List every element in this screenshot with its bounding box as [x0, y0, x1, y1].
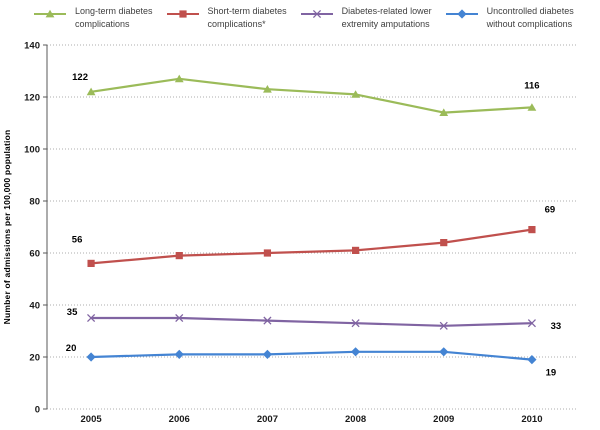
- triangle-marker-icon: [527, 103, 537, 111]
- series-line-0: [90, 77, 532, 114]
- legend-label-line: extremity amputations: [341, 19, 430, 29]
- triangle-marker-icon: [174, 74, 184, 83]
- diamond-marker-icon: [439, 347, 449, 357]
- triangle-marker-icon: [86, 87, 96, 96]
- y-tick-label: 80: [29, 197, 40, 208]
- triangle-marker-icon: [45, 9, 55, 18]
- diamond-marker-icon: [86, 352, 96, 362]
- data-label-last: 19: [546, 368, 557, 379]
- y-tick-label: 0: [35, 405, 40, 416]
- y-axis-title: Number of admissions per 100,000 populat…: [2, 130, 12, 325]
- legend-swatch-x-icon: [300, 9, 333, 19]
- legend-swatch-diamond-icon: [445, 9, 478, 19]
- diamond-marker-icon: [262, 349, 273, 359]
- chart-legend: Long-term diabetes complications Short-ter…: [33, 5, 587, 31]
- legend-swatch-square-icon: [166, 10, 199, 18]
- legend-item-3: Uncontrolled diabetes without complicatio…: [445, 5, 574, 31]
- legend-label-line: Uncontrolled diabetes: [486, 6, 574, 16]
- x-tick-label: 2010: [521, 414, 542, 425]
- data-label-first: 122: [72, 72, 88, 83]
- square-marker-icon: [440, 239, 448, 247]
- triangle-marker-icon: [263, 85, 272, 93]
- square-marker-icon: [178, 10, 187, 18]
- x-tick-label: 2007: [257, 414, 278, 425]
- diamond-marker-icon: [527, 355, 537, 365]
- square-marker-icon: [351, 246, 360, 254]
- x-marker-icon: [87, 313, 96, 323]
- series-line-3: [91, 350, 533, 361]
- x-marker-icon: [439, 321, 448, 330]
- x-marker-icon: [312, 9, 321, 19]
- y-tick-label: 100: [24, 145, 40, 156]
- x-marker-icon: [527, 319, 536, 328]
- x-tick-label: 2008: [345, 414, 366, 425]
- square-marker-icon: [263, 249, 272, 257]
- data-label-first: 35: [67, 307, 78, 318]
- square-marker-icon: [87, 259, 95, 267]
- data-label-first: 20: [66, 343, 77, 354]
- diamond-marker-icon: [457, 9, 467, 19]
- triangle-marker-icon: [351, 90, 360, 98]
- series-line-1: [90, 228, 533, 265]
- x-tick-label: 2009: [433, 414, 454, 425]
- x-marker-icon: [175, 313, 184, 323]
- y-tick-label: 120: [24, 93, 40, 104]
- y-tick-label: 40: [29, 301, 40, 312]
- square-marker-icon: [528, 226, 536, 234]
- square-marker-icon: [175, 252, 183, 260]
- legend-label-line: complications*: [207, 19, 266, 29]
- legend-item-1: Short-term diabetes complications*: [166, 5, 287, 31]
- legend-label-line: complications: [75, 19, 130, 29]
- y-tick-label: 60: [29, 249, 40, 260]
- legend-item-0: Long-term diabetes complications: [33, 5, 153, 31]
- diamond-marker-icon: [350, 347, 361, 357]
- legend-swatch-triangle-icon: [34, 9, 66, 18]
- x-tick-label: 2006: [169, 414, 190, 425]
- legend-label-line: Short-term diabetes: [207, 6, 287, 16]
- y-tick-label: 140: [24, 41, 40, 52]
- y-tick-label: 20: [29, 353, 40, 364]
- series-line-2: [91, 316, 532, 327]
- legend-label-line: Long-term diabetes: [75, 6, 153, 16]
- legend-item-2: Diabetes-related lower extremity amputati…: [300, 5, 432, 31]
- data-label-first: 56: [72, 234, 83, 245]
- data-label-last: 69: [545, 205, 556, 216]
- x-tick-label: 2005: [81, 414, 103, 425]
- diamond-marker-icon: [174, 349, 184, 359]
- data-label-last: 116: [524, 80, 539, 91]
- x-marker-icon: [263, 316, 272, 325]
- legend-label-line: without complications: [486, 19, 573, 29]
- x-marker-icon: [351, 319, 360, 328]
- legend-label-line: Diabetes-related lower: [341, 6, 432, 16]
- data-label-last: 33: [551, 321, 562, 332]
- triangle-marker-icon: [439, 108, 449, 116]
